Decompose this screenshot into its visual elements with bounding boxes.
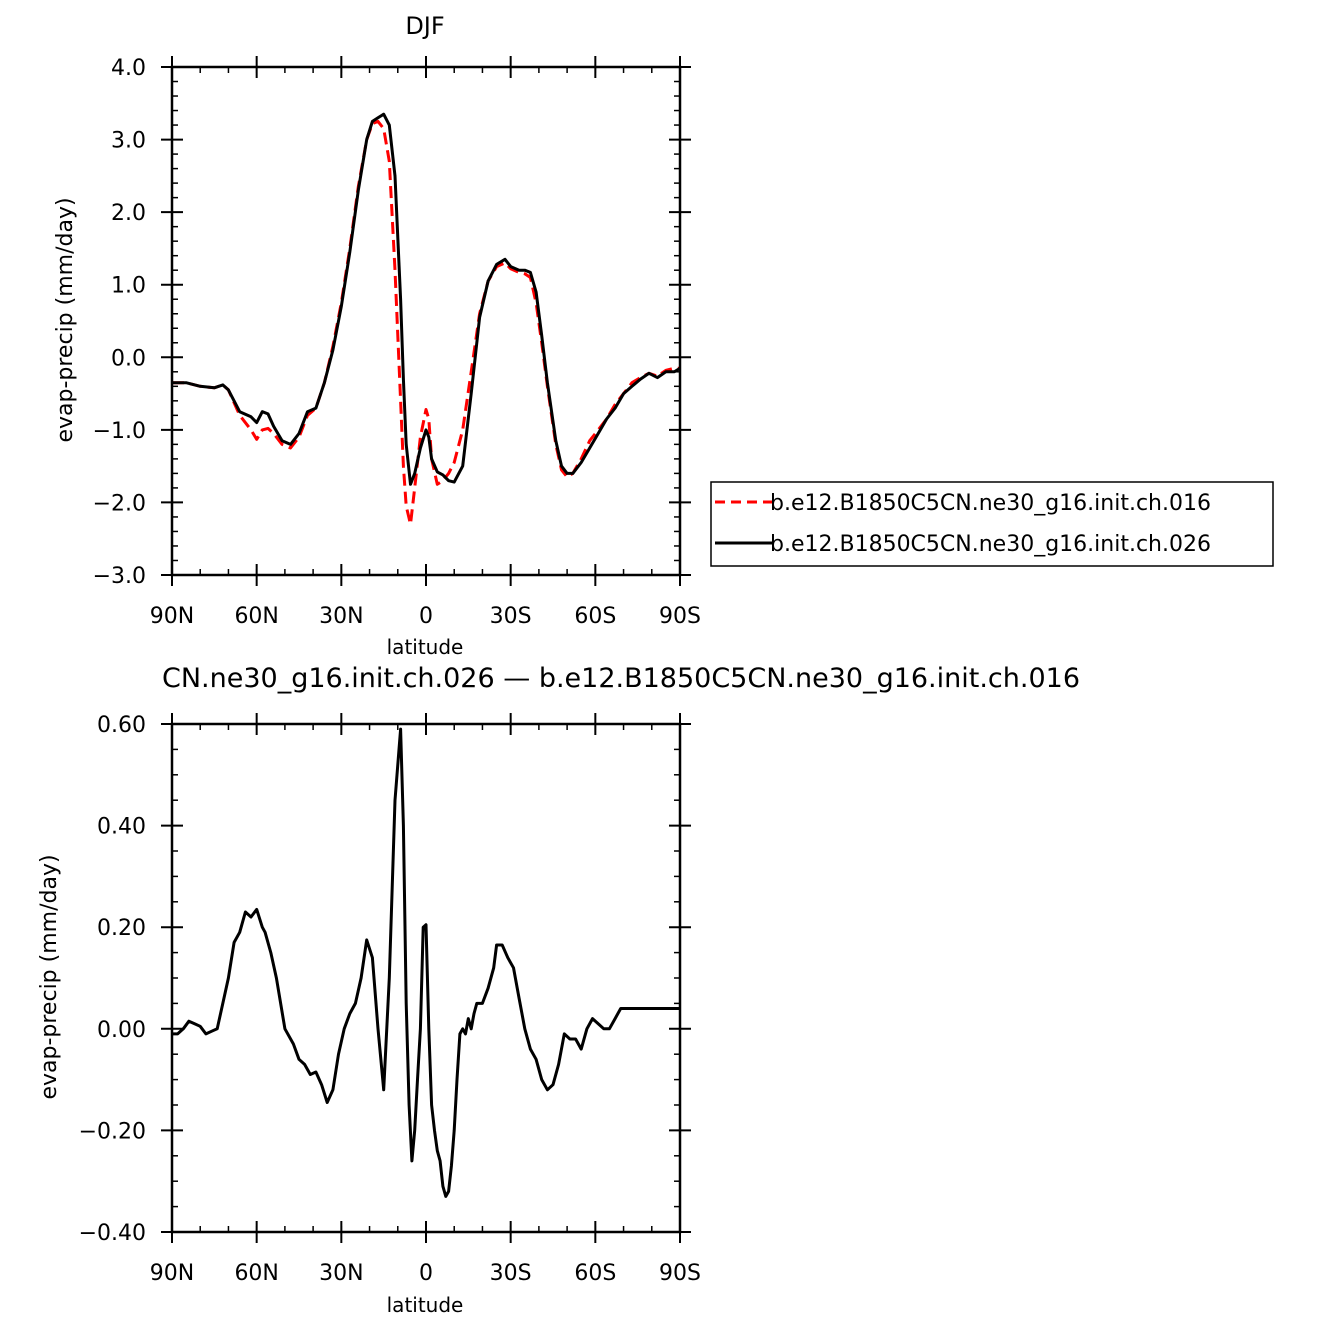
legend-label-026: b.e12.B1850C5CN.ne30_g16.init.ch.026 <box>770 532 1211 557</box>
x-tick-label: 90N <box>150 1261 194 1286</box>
plot-frame <box>170 65 682 577</box>
chart-difference: CN.ne30_g16.init.ch.026 — b.e12.B1850C5C… <box>37 663 1080 1317</box>
plot-frame <box>170 722 682 1234</box>
legend: b.e12.B1850C5CN.ne30_g16.init.ch.016 b.e… <box>710 481 1274 567</box>
x-tick-label: 60N <box>234 1261 278 1286</box>
chart-title: CN.ne30_g16.init.ch.026 — b.e12.B1850C5C… <box>162 663 1080 694</box>
y-tick-label: −2.0 <box>93 491 146 516</box>
tick-layer: 90N 60N 30N 0 30S 60S 90S 4.0 3.0 2.0 1.0 0.0 −1.0 −2… <box>93 56 701 629</box>
y-tick-label: 1.0 <box>111 274 146 299</box>
x-tick-label: 60S <box>574 604 616 629</box>
y-tick-label: −0.20 <box>79 1119 146 1144</box>
x-axis-label: latitude <box>387 1293 464 1317</box>
y-tick-label: −1.0 <box>93 419 146 444</box>
y-axis-label: evap-precip (mm/day) <box>53 197 78 442</box>
series-layer <box>172 727 680 1198</box>
x-axis-label: latitude <box>387 635 464 659</box>
x-tick-label: 30N <box>319 604 363 629</box>
x-tick-label: 30N <box>319 1261 363 1286</box>
y-tick-label: 0.0 <box>111 346 146 371</box>
series-layer <box>172 112 681 526</box>
x-tick-label: 30S <box>490 1261 532 1286</box>
y-tick-label: 4.0 <box>111 56 146 81</box>
x-tick-label: 60N <box>234 604 278 629</box>
y-tick-label: −0.40 <box>79 1221 146 1246</box>
x-tick-label: 30S <box>490 604 532 629</box>
x-tick-label: 0 <box>419 604 433 629</box>
y-tick-label: 0.40 <box>97 815 146 840</box>
chart-title: DJF <box>405 12 444 40</box>
x-tick-label: 90N <box>150 604 194 629</box>
legend-label-016: b.e12.B1850C5CN.ne30_g16.init.ch.016 <box>770 491 1211 516</box>
y-tick-label: 2.0 <box>111 201 146 226</box>
x-tick-label: 90S <box>659 1261 701 1286</box>
x-tick-label: 60S <box>574 1261 616 1286</box>
y-axis-label: evap-precip (mm/day) <box>37 854 62 1099</box>
chart-djf: DJF evap-precip (mm/day) latitude 90N 60N… <box>53 12 701 659</box>
x-tick-label: 90S <box>659 604 701 629</box>
series-line-2 <box>172 112 681 486</box>
legend-box <box>710 481 1274 567</box>
x-tick-label: 0 <box>419 1261 433 1286</box>
series-line-1 <box>172 727 680 1198</box>
series-line-1 <box>172 119 680 526</box>
y-tick-label: 0.60 <box>97 713 146 738</box>
y-tick-label: 3.0 <box>111 129 146 154</box>
y-tick-label: 0.20 <box>97 916 146 941</box>
y-tick-label: 0.00 <box>97 1018 146 1043</box>
y-tick-label: −3.0 <box>93 564 146 589</box>
